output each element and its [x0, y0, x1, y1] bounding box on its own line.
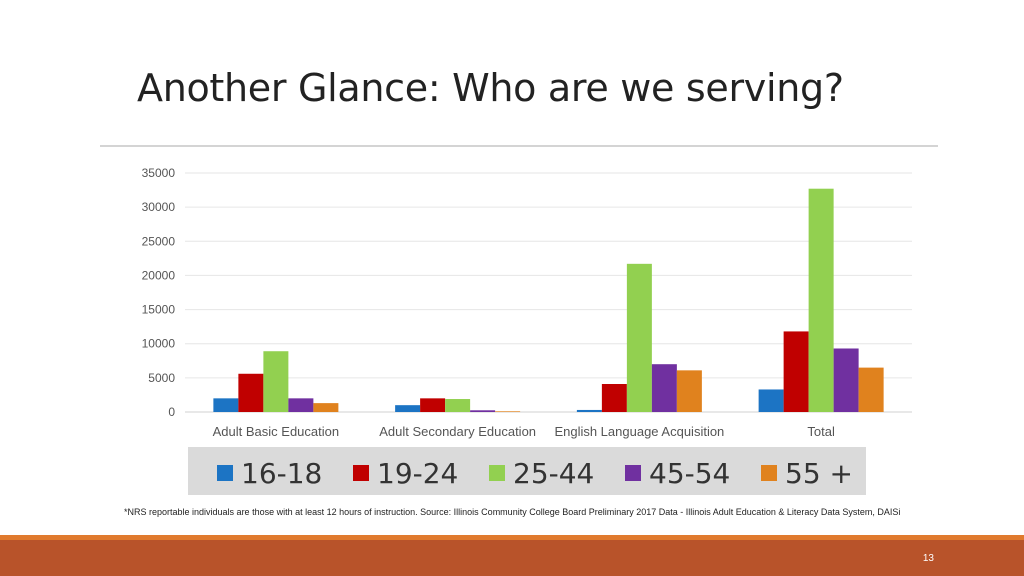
bar	[495, 411, 521, 412]
slide-title: Another Glance: Who are we serving?	[137, 66, 844, 110]
y-tick-label: 15000	[142, 303, 176, 317]
legend-label: 19-24	[377, 456, 459, 490]
bar	[288, 398, 314, 412]
y-tick-label: 30000	[142, 200, 176, 214]
bar	[420, 398, 446, 412]
source-footnote: *NRS reportable individuals are those wi…	[124, 507, 901, 517]
bar	[833, 348, 859, 412]
bar	[601, 384, 627, 412]
bar	[238, 373, 264, 412]
bar	[445, 399, 471, 412]
bar	[651, 364, 677, 412]
footer-bar	[0, 540, 1024, 576]
legend-swatch	[489, 465, 505, 481]
legend-swatch	[625, 465, 641, 481]
legend-label: 45-54	[649, 456, 731, 490]
y-tick-label: 35000	[142, 166, 176, 180]
legend	[188, 447, 866, 495]
y-tick-label: 0	[168, 405, 175, 419]
legend-label: 25-44	[513, 456, 595, 490]
category-label: Total	[807, 424, 835, 439]
bar	[470, 410, 496, 412]
y-tick-label: 5000	[148, 371, 175, 385]
bar	[808, 188, 834, 412]
legend-swatch	[217, 465, 233, 481]
bar	[263, 351, 289, 412]
bar-chart: 0 5000 10000 15000 20000 25000 30000 35000 Adult…	[142, 166, 912, 439]
bar	[313, 403, 339, 412]
bar	[626, 263, 652, 412]
bar	[758, 389, 784, 412]
legend-item: 19-24	[353, 456, 459, 490]
legend-label: 55 +	[785, 456, 853, 490]
bar	[858, 367, 884, 412]
bar	[576, 409, 602, 412]
legend-item: 16-18	[217, 456, 323, 490]
legend-swatch	[761, 465, 777, 481]
page-number: 13	[922, 553, 934, 564]
legend-item: 45-54	[625, 456, 731, 490]
category-label: Adult Basic Education	[213, 424, 339, 439]
bar	[395, 405, 421, 412]
bar	[676, 370, 702, 412]
category-label: Adult Secondary Education	[379, 424, 536, 439]
y-tick-label: 10000	[142, 337, 176, 351]
y-tick-label: 25000	[142, 234, 176, 248]
legend-label: 16-18	[241, 456, 323, 490]
legend-item: 25-44	[489, 456, 595, 490]
legend-swatch	[353, 465, 369, 481]
bar	[783, 331, 809, 412]
bar	[213, 398, 239, 412]
y-tick-label: 20000	[142, 268, 176, 282]
title-divider	[100, 145, 938, 147]
legend-item: 55 +	[761, 456, 853, 490]
footer-accent-strip	[0, 535, 1024, 540]
category-label: English Language Acquisition	[554, 424, 724, 439]
